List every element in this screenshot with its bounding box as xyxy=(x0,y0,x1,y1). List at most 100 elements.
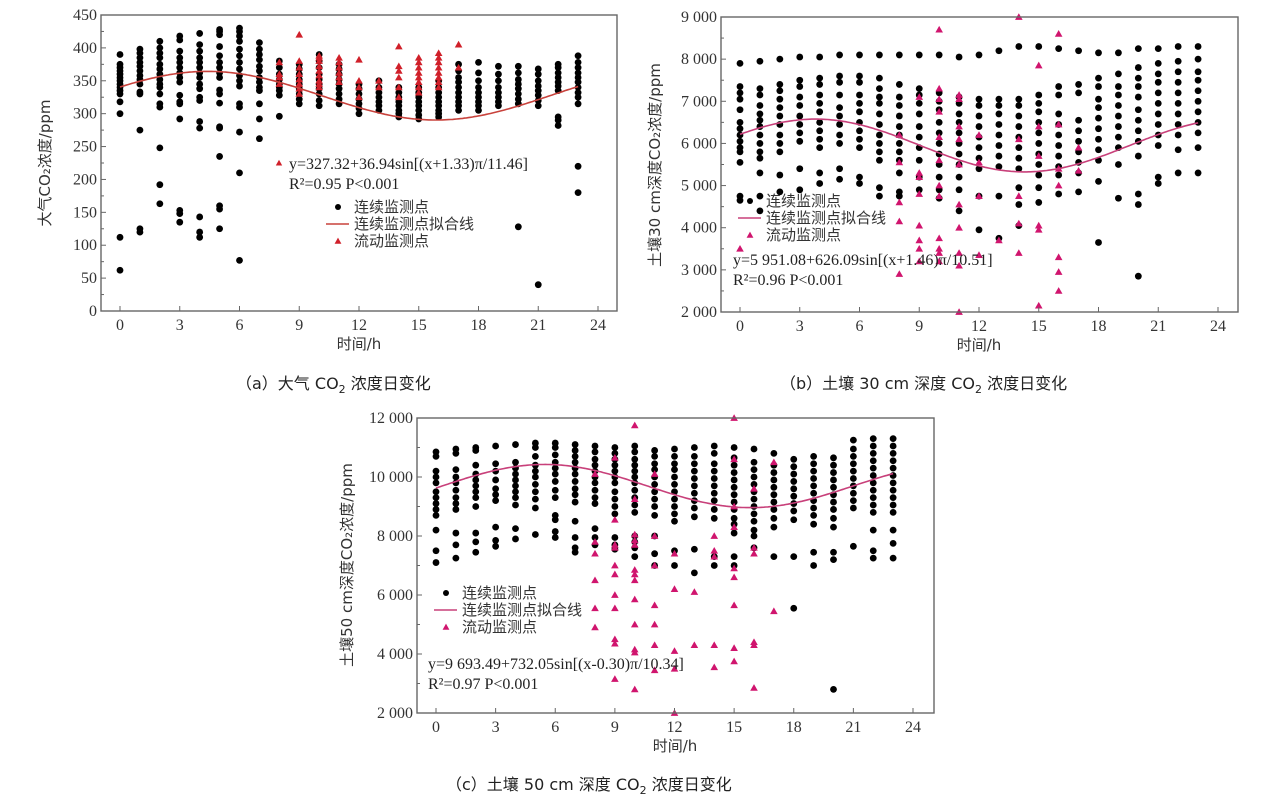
continuous-point xyxy=(869,457,877,465)
continuous-point xyxy=(116,233,124,241)
continuous-point xyxy=(551,478,559,485)
mobile-point xyxy=(315,62,323,70)
continuous-point xyxy=(869,464,877,472)
continuous-point xyxy=(1174,110,1182,118)
mobile-point xyxy=(670,647,679,654)
mobile-point xyxy=(895,270,904,277)
continuous-point xyxy=(452,466,460,474)
mobile-point xyxy=(295,70,304,78)
continuous-point xyxy=(915,51,923,59)
continuous-point xyxy=(796,165,804,173)
x-tick-label: 6 xyxy=(551,719,559,736)
continuous-point xyxy=(770,498,778,506)
mobile-point xyxy=(414,69,423,76)
continuous-point xyxy=(1154,99,1162,107)
x-tick-label: 6 xyxy=(856,318,864,335)
continuous-point xyxy=(432,452,440,460)
continuous-point xyxy=(1134,152,1142,160)
continuous-point xyxy=(955,129,963,137)
continuous-point xyxy=(810,475,818,482)
x-tick-label: 18 xyxy=(1091,318,1107,335)
continuous-point xyxy=(975,51,983,59)
y-tick-label: 9 000 xyxy=(681,9,717,26)
continuous-point xyxy=(216,90,223,98)
mobile-point xyxy=(935,244,943,252)
x-tick-label: 21 xyxy=(845,719,861,736)
continuous-point xyxy=(1134,272,1142,280)
mobile-point xyxy=(434,73,443,81)
continuous-point xyxy=(849,497,857,504)
mobile-point xyxy=(650,601,659,609)
continuous-point xyxy=(512,482,519,490)
x-tick-label: 0 xyxy=(432,719,440,736)
mobile-point xyxy=(750,684,758,691)
continuous-point xyxy=(611,488,619,496)
mobile-point xyxy=(1074,167,1083,174)
continuous-point xyxy=(156,200,164,208)
continuous-point xyxy=(995,131,1003,139)
mobile-point xyxy=(315,71,323,79)
continuous-point xyxy=(315,97,323,104)
continuous-point xyxy=(1194,144,1202,152)
continuous-point xyxy=(1194,97,1202,105)
continuous-point xyxy=(830,523,837,531)
continuous-point xyxy=(876,156,883,164)
x-tick-label: 21 xyxy=(530,317,546,334)
continuous-point xyxy=(452,541,460,549)
mobile-point xyxy=(315,57,323,64)
continuous-point xyxy=(1115,161,1122,168)
continuous-point xyxy=(1154,173,1162,181)
continuous-point xyxy=(196,124,204,132)
continuous-point xyxy=(116,110,124,118)
continuous-point xyxy=(889,464,897,472)
mobile-point xyxy=(650,470,659,477)
y-tick-label: 250 xyxy=(73,139,97,156)
continuous-point xyxy=(196,74,204,81)
continuous-point xyxy=(472,461,480,469)
continuous-point xyxy=(1075,47,1082,55)
continuous-point xyxy=(810,489,818,497)
continuous-point xyxy=(750,473,758,481)
continuous-point xyxy=(512,535,519,543)
continuous-point xyxy=(1115,194,1122,202)
x-tick-label: 9 xyxy=(295,317,303,334)
continuous-point xyxy=(671,460,678,468)
legend-mobile-icon xyxy=(334,237,342,244)
mobile-point xyxy=(1015,192,1023,199)
continuous-point xyxy=(574,93,582,101)
continuous-point xyxy=(176,115,184,123)
continuous-point xyxy=(750,495,758,503)
continuous-point xyxy=(889,509,897,516)
mobile-point xyxy=(454,63,463,71)
continuous-point xyxy=(256,45,263,53)
continuous-point xyxy=(196,97,204,104)
fit-equation: y=5 951.08+626.09sin[(x+1.46)π/10.51] xyxy=(733,252,993,269)
continuous-point xyxy=(571,441,579,448)
continuous-point xyxy=(876,148,883,156)
continuous-point xyxy=(1174,89,1182,97)
continuous-point xyxy=(176,100,184,108)
continuous-point xyxy=(756,154,764,162)
mobile-point xyxy=(630,595,639,603)
continuous-point xyxy=(116,266,124,274)
continuous-point xyxy=(256,39,263,47)
continuous-point xyxy=(196,41,204,48)
continuous-point xyxy=(776,95,784,103)
mobile-point xyxy=(630,685,639,693)
continuous-point xyxy=(770,506,778,513)
continuous-point xyxy=(514,223,522,231)
continuous-point xyxy=(1015,184,1023,192)
continuous-point xyxy=(512,458,519,466)
continuous-point xyxy=(810,504,818,512)
mobile-point xyxy=(710,663,719,671)
mobile-point xyxy=(591,470,599,477)
continuous-point xyxy=(651,550,659,558)
mobile-point xyxy=(975,158,983,166)
mobile-point xyxy=(955,95,963,103)
continuous-point xyxy=(889,501,897,509)
mobile-point xyxy=(955,261,963,269)
continuous-point xyxy=(690,444,698,451)
continuous-point xyxy=(534,65,542,73)
continuous-point xyxy=(869,554,877,562)
continuous-point xyxy=(975,144,983,152)
